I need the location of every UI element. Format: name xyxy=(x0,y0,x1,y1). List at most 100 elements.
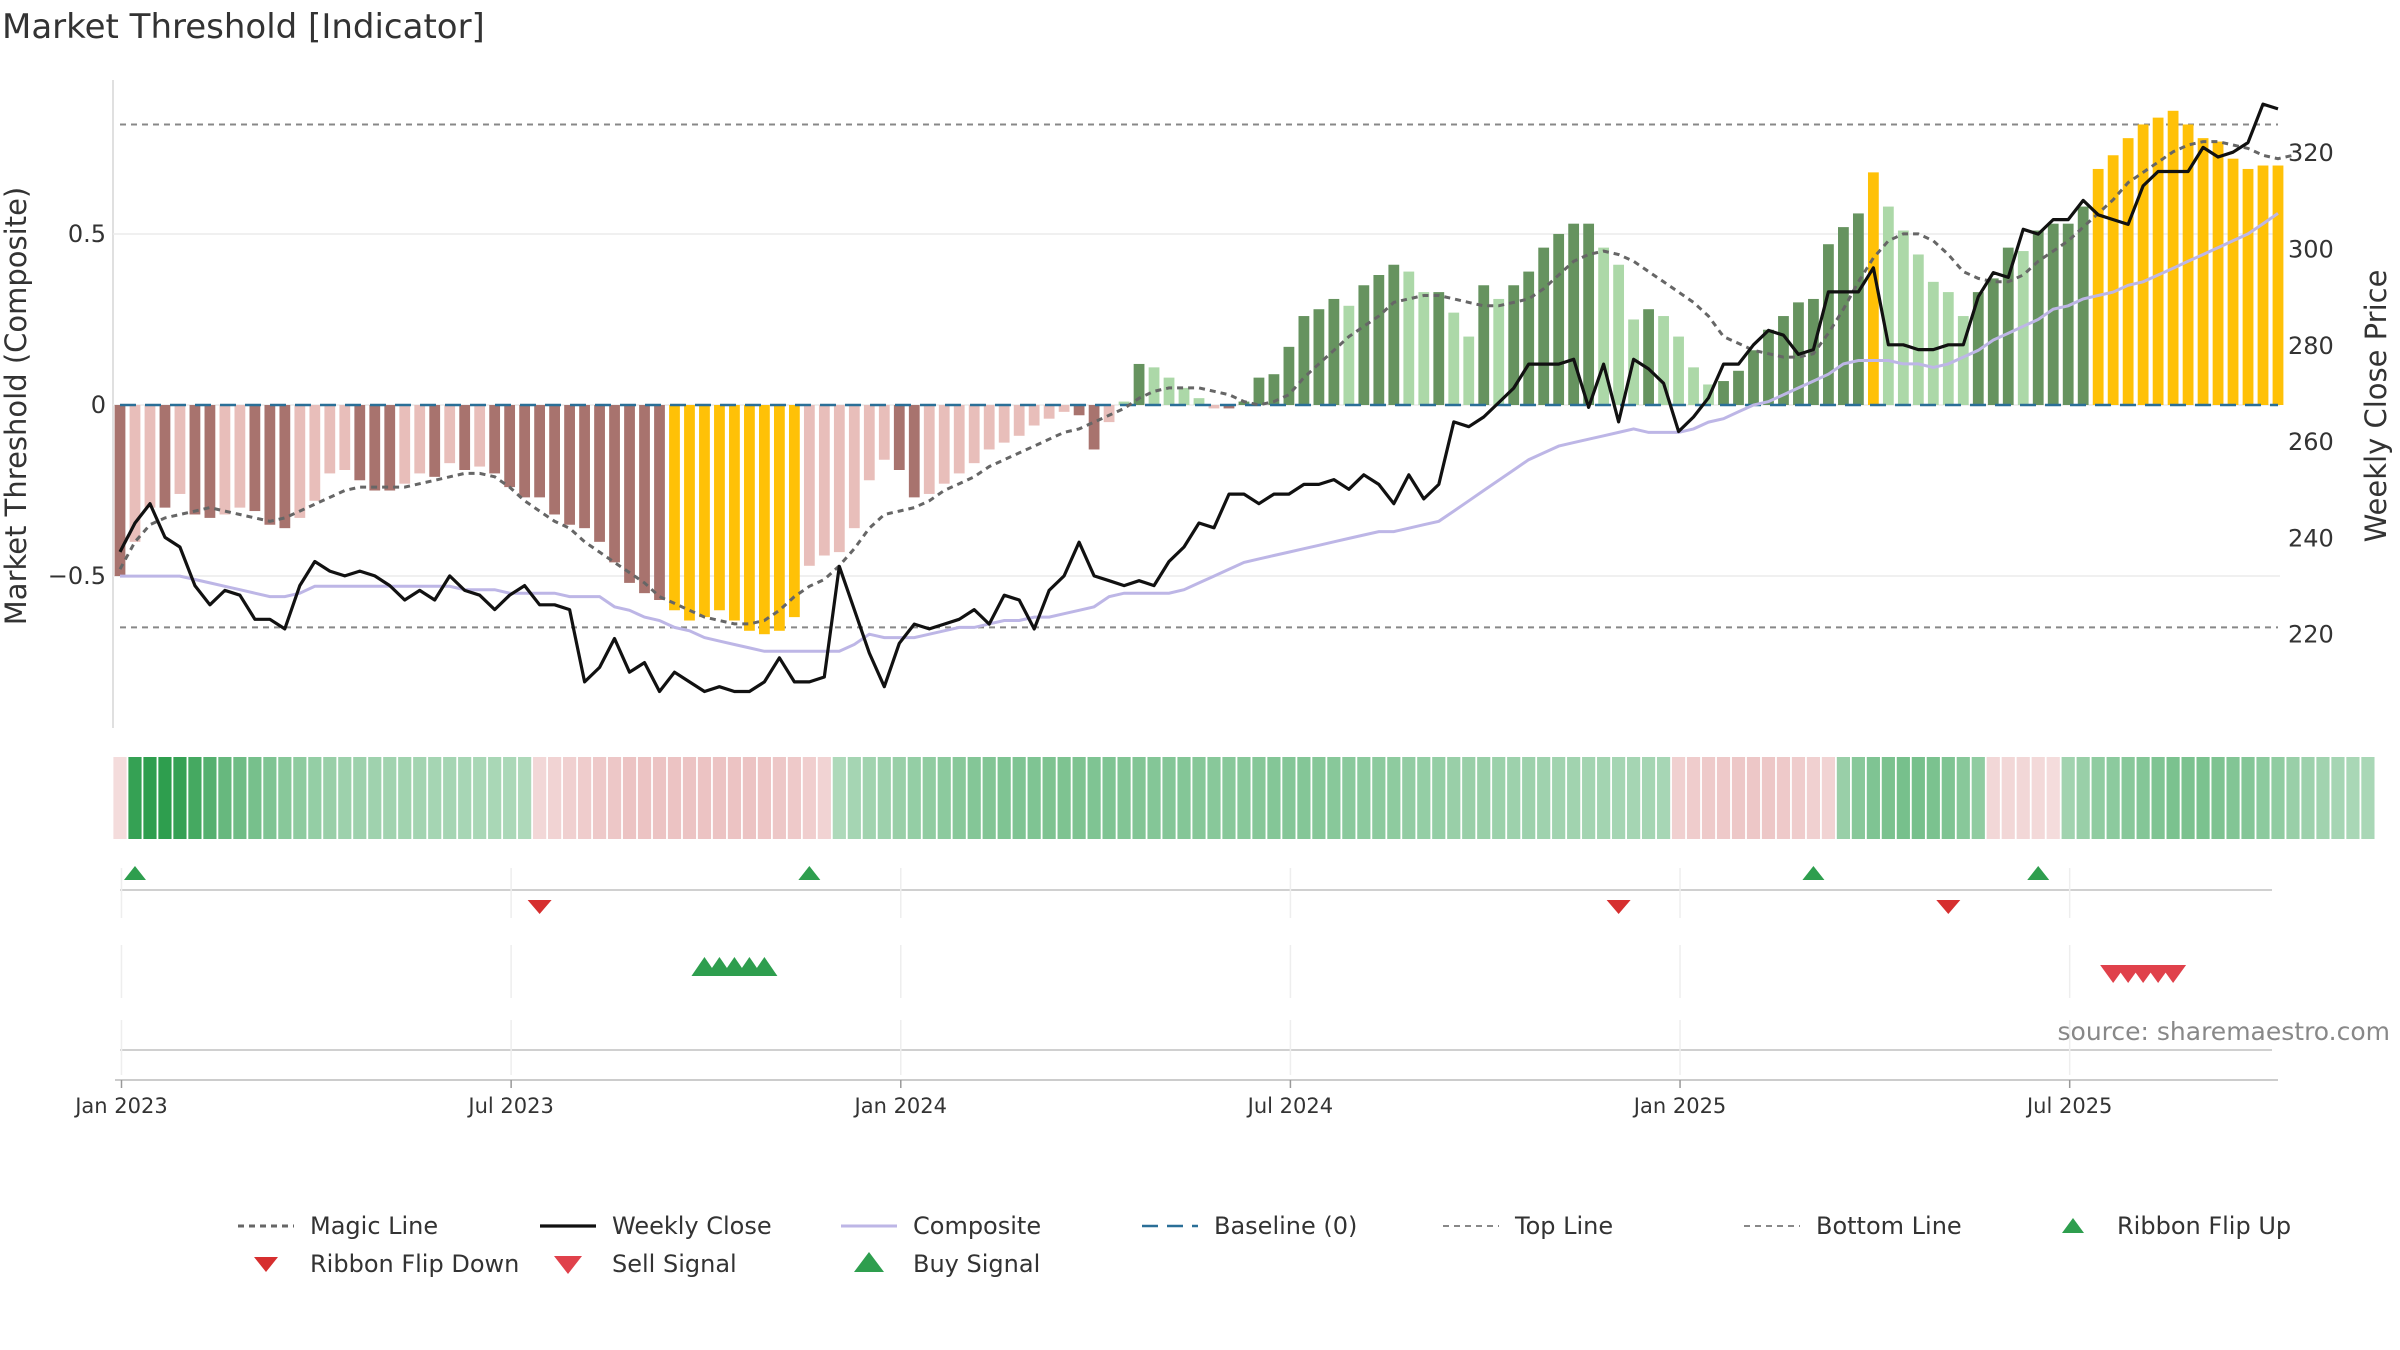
composite-bar xyxy=(788,405,800,618)
ribbon-cell xyxy=(1522,757,1536,839)
ribbon-cell xyxy=(1627,757,1641,839)
composite-bar xyxy=(1298,316,1310,405)
composite-bar xyxy=(1823,244,1834,405)
composite-bar xyxy=(534,405,546,498)
ribbon-cell xyxy=(1896,757,1910,839)
composite-bar xyxy=(953,405,965,474)
composite-bar xyxy=(369,405,381,491)
composite-bar xyxy=(654,405,665,600)
composite-bar xyxy=(1163,377,1175,405)
y2-tick-label: 260 xyxy=(2288,428,2334,456)
ribbon-flip-down-marker xyxy=(1936,900,1961,914)
ribbon-cell xyxy=(2241,757,2255,839)
composite-bar xyxy=(324,405,336,474)
composite-bar xyxy=(803,405,815,566)
ribbon-cell xyxy=(727,757,742,839)
ribbon-cell xyxy=(368,757,382,839)
composite-bar xyxy=(1073,405,1085,416)
ribbon-cell xyxy=(2031,757,2045,839)
ribbon-cell xyxy=(1507,757,1521,839)
ribbon-cell xyxy=(2346,757,2360,839)
legend-item-flipup: Ribbon Flip Up xyxy=(2062,1212,2291,1240)
ribbon-flip-up-marker xyxy=(798,866,821,880)
ribbon-flip-up-marker xyxy=(123,866,146,880)
legend-item-sell: Sell Signal xyxy=(554,1250,737,1278)
sell-signal-marker xyxy=(2160,965,2187,983)
legend-item-flipdown: Ribbon Flip Down xyxy=(254,1250,519,1278)
composite-bar xyxy=(129,405,141,542)
ribbon-cell xyxy=(1597,757,1611,839)
ribbon-cell xyxy=(1956,757,1970,839)
legend-swatch xyxy=(254,1257,278,1272)
ribbon-cell xyxy=(1686,757,1701,839)
composite-bar xyxy=(968,405,980,464)
y-tick-label: −0.5 xyxy=(48,562,106,590)
signal-panel xyxy=(120,957,2272,1051)
ribbon-flip-up-marker xyxy=(1802,866,1825,880)
ribbon-cell xyxy=(1117,757,1131,839)
composite-bar xyxy=(249,405,261,512)
weekly-close-line xyxy=(118,102,2279,694)
composite-bar xyxy=(2062,223,2074,405)
ribbon-cell xyxy=(2271,757,2285,839)
composite-bar xyxy=(2122,138,2134,405)
ribbon-cell xyxy=(488,757,502,839)
composite-bar xyxy=(1238,401,1250,405)
composite-bar xyxy=(1268,374,1280,405)
ribbon-cell xyxy=(1716,757,1731,839)
ribbon-cell xyxy=(1237,757,1251,839)
x-tick-label: Jan 2023 xyxy=(73,1094,168,1118)
composite-bar xyxy=(1118,401,1130,405)
composite-bar xyxy=(1912,254,1924,405)
magic-line xyxy=(118,140,2294,626)
ribbon-cell xyxy=(1537,757,1551,839)
composite-bar xyxy=(998,405,1010,443)
ribbon-cell xyxy=(413,757,427,839)
ribbon-cell xyxy=(592,757,607,839)
ribbon-cell xyxy=(1057,757,1071,839)
composite-bar xyxy=(384,405,396,491)
composite-bar xyxy=(1867,172,1879,405)
ribbon-cell xyxy=(742,757,757,839)
ribbon-cell xyxy=(1072,757,1086,839)
composite-bar xyxy=(938,405,950,484)
legend-item-top: Top Line xyxy=(1443,1212,1613,1240)
composite-bar xyxy=(474,405,486,467)
ribbon-cell xyxy=(1252,757,1266,839)
composite-bar xyxy=(519,405,531,498)
ribbon-cell xyxy=(982,757,996,839)
composite-bar xyxy=(549,405,560,515)
legend-label: Bottom Line xyxy=(1816,1212,1962,1240)
y2-tick-label: 280 xyxy=(2288,332,2334,360)
composite-bar xyxy=(1942,292,1954,405)
x-axis: Jan 2023 Jul 2023 Jan 2024 Jul 2024 Jan 2025… xyxy=(73,868,2278,1118)
ribbon-cell xyxy=(2166,757,2180,839)
ribbon-cell xyxy=(293,757,307,839)
ribbon-cell xyxy=(862,757,876,839)
ribbon-cell xyxy=(1387,757,1401,839)
ribbon-cell xyxy=(772,757,786,839)
composite-bar xyxy=(489,405,501,474)
composite-bar xyxy=(1643,309,1654,405)
ribbon-cell xyxy=(1641,757,1656,839)
ribbon-cell xyxy=(637,757,652,839)
composite-bar xyxy=(2197,138,2209,405)
composite-bar xyxy=(1733,370,1744,405)
ribbon-cell xyxy=(158,757,172,839)
legend-label: Composite xyxy=(913,1212,1041,1240)
composite-bar xyxy=(714,405,725,611)
ribbon-cell xyxy=(1851,757,1865,839)
ribbon-cell xyxy=(2106,757,2120,839)
ribbon-cell xyxy=(937,757,951,839)
composite-bar xyxy=(773,405,785,631)
ribbon-cell xyxy=(1791,757,1806,839)
composite-bar xyxy=(1553,233,1565,405)
ribbon-cell xyxy=(1297,757,1311,839)
ribbon-cell xyxy=(997,757,1011,839)
ribbon-cell xyxy=(922,757,936,839)
ribbon-cell xyxy=(1746,757,1761,839)
composite-bar xyxy=(144,405,156,508)
ribbon-cell xyxy=(652,757,667,839)
composite-bar xyxy=(339,405,351,470)
composite-bar xyxy=(1598,247,1610,405)
